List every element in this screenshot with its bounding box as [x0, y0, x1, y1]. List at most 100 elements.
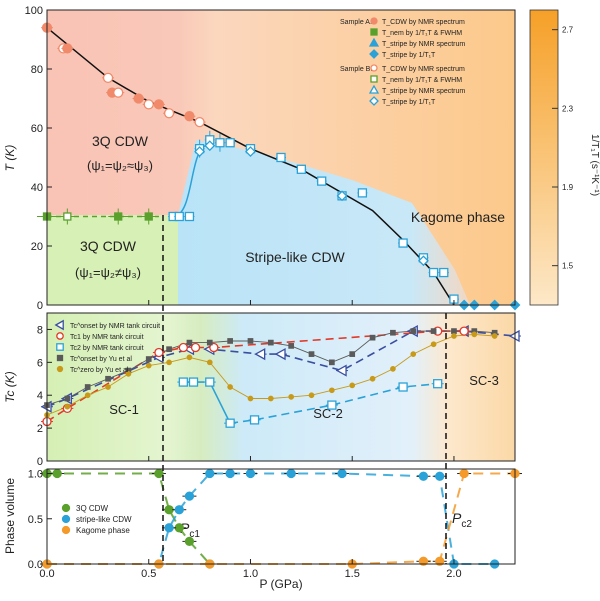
y-tick-label: 6 [37, 357, 43, 369]
tcdw-point [184, 111, 195, 122]
tc2-nmr-point [433, 379, 443, 389]
tc-zero-yu-point [206, 359, 213, 366]
tc-onset-yu-point [369, 334, 376, 341]
middle-y-axis-label: Tc (K) [3, 371, 17, 403]
colorbar-tick-label: 1.9 [562, 183, 574, 192]
tc-onset-yu-point [410, 328, 417, 334]
legend-sample-a: Sample A: [340, 19, 372, 26]
y-tick-label: 0.0 [28, 559, 43, 571]
legend-marker [368, 84, 380, 94]
tc-onset-yu-point [451, 328, 457, 334]
legend-marker [368, 37, 380, 47]
legend-entry: Tc^zero by Yu et al [70, 367, 129, 374]
colorbar-ticks: 2.7 2.3 1.9 1.5 [552, 26, 574, 271]
legend-sample-b: Sample B: [340, 66, 372, 73]
stripe-volume-point [286, 468, 296, 479]
region-label-3q-cdw-a: 3Q CDW [92, 133, 149, 149]
tstripe-spectrum-point [225, 138, 235, 148]
colorbar-tick-label: 2.3 [562, 104, 574, 113]
tstripe-spectrum-point [296, 164, 306, 174]
tstripe-spectrum-point [184, 211, 195, 222]
region-label-3q-cdw-a-sub: (ψ₁=ψ₂≈ψ₃) [87, 158, 153, 173]
stripe-volume-point [184, 491, 195, 501]
legend-marker [56, 365, 64, 373]
cdw3q-volume-point [164, 505, 174, 515]
tc-onset-yu-point [64, 395, 71, 402]
region-label-3q-cdw-b-sub: (ψ₁=ψ₂≠ψ₃) [75, 265, 141, 280]
legend-marker [56, 332, 64, 340]
tc-zero-yu-point [288, 394, 295, 400]
legend-bottom: 3Q CDW stripe-like CDW Kagome phase [61, 503, 132, 535]
tcdw-point [62, 43, 73, 54]
tnem-point [63, 212, 72, 221]
tc1-nmr-point [459, 326, 469, 336]
tstripe-relax-point [204, 140, 216, 152]
tc-zero-yu-point [267, 395, 274, 402]
top-panel-frame [46, 9, 516, 306]
tc-onset-yu-point [84, 384, 91, 390]
tc-zero-yu-point [227, 384, 233, 390]
tc-onset-nmr-point [274, 348, 286, 361]
tcdw-point [194, 116, 205, 128]
pc2-label: Pc2 [452, 510, 472, 530]
tc-onset-yu-point [145, 356, 152, 362]
y-tick-label: 2 [37, 423, 43, 435]
x-tick-label: 1.5 [345, 568, 360, 580]
pc1-label-sub: c1 [189, 529, 200, 540]
legend-entry: Kagome phase [76, 526, 130, 535]
stripe-volume-point [164, 523, 174, 533]
legend-entry: T_nem by 1/T₁T & FWHM [382, 77, 462, 84]
legend-top: Sample A: T_CDW by NMR spectrum T_nem by 1… [340, 17, 465, 106]
legend-entry: T_stripe by NMR spectrum [382, 41, 465, 48]
tstripe-relax-point [336, 190, 348, 202]
cdw3q-volume-point [154, 468, 164, 479]
tstripe-spectrum-point [398, 238, 408, 248]
tnem-point [144, 212, 153, 221]
legend-marker [369, 96, 379, 106]
tc-zero-yu-point [166, 359, 172, 366]
legend-marker [56, 354, 64, 362]
legend-entry: 3Q CDW [76, 504, 108, 513]
tc-zero-yu-point [390, 366, 396, 372]
tcdw-point [102, 72, 114, 83]
tc2-nmr-drop [209, 381, 231, 424]
region-label-stripe: Stripe-like CDW [245, 249, 345, 265]
tc2-nmr-point [188, 377, 199, 387]
pc2-label-sub: c2 [461, 519, 472, 530]
bottom-panel-frame [46, 468, 516, 565]
tc-zero-yu-point [410, 351, 417, 357]
legend-entry: T_stripe by 1/T₁T [382, 52, 436, 59]
tc2-nmr-point [205, 377, 215, 387]
y-tick-label: 4 [37, 390, 43, 402]
tc2-nmr-point [178, 377, 188, 387]
tc2-nmr-line [229, 382, 438, 424]
tc1-nmr-point [209, 342, 219, 353]
x-tick-label: 0.5 [141, 568, 156, 580]
region-label-sc1: SC-1 [109, 402, 139, 417]
cdw3q-volume-point [52, 468, 62, 479]
tc-onset-yu-point [105, 375, 111, 382]
cdw3q-volume-point [184, 536, 195, 547]
tstripe-spectrum-point [428, 267, 439, 278]
tstripe-spectrum-point [276, 152, 286, 163]
tc-zero-yu-point [125, 370, 132, 377]
legend-entry: stripe-like CDW [76, 515, 132, 524]
legend-entry: T_stripe by NMR spectrum [382, 88, 465, 95]
tc1-nmr-point [178, 342, 188, 353]
tc-zero-yu-point [84, 392, 91, 399]
y-tick-label: 1.0 [28, 469, 43, 481]
stripe-volume-point [174, 505, 184, 515]
tc-onset-nmr-point [335, 364, 347, 377]
legend-marker [54, 319, 64, 331]
legend-entry: Tc^onset by Yu et al [70, 356, 132, 363]
tc-onset-nmr-point [254, 348, 266, 361]
marks-layer [37, 22, 522, 569]
tc-onset-yu-point [430, 328, 437, 334]
tstripe-spectrum-point [215, 138, 225, 148]
legend-middle: Tc^onset by NMR tank circuit Tc1 by NMR t… [54, 319, 160, 374]
legend-marker [61, 525, 71, 535]
y-tick-label: 20 [31, 241, 43, 253]
kagome-volume-point [459, 468, 469, 479]
